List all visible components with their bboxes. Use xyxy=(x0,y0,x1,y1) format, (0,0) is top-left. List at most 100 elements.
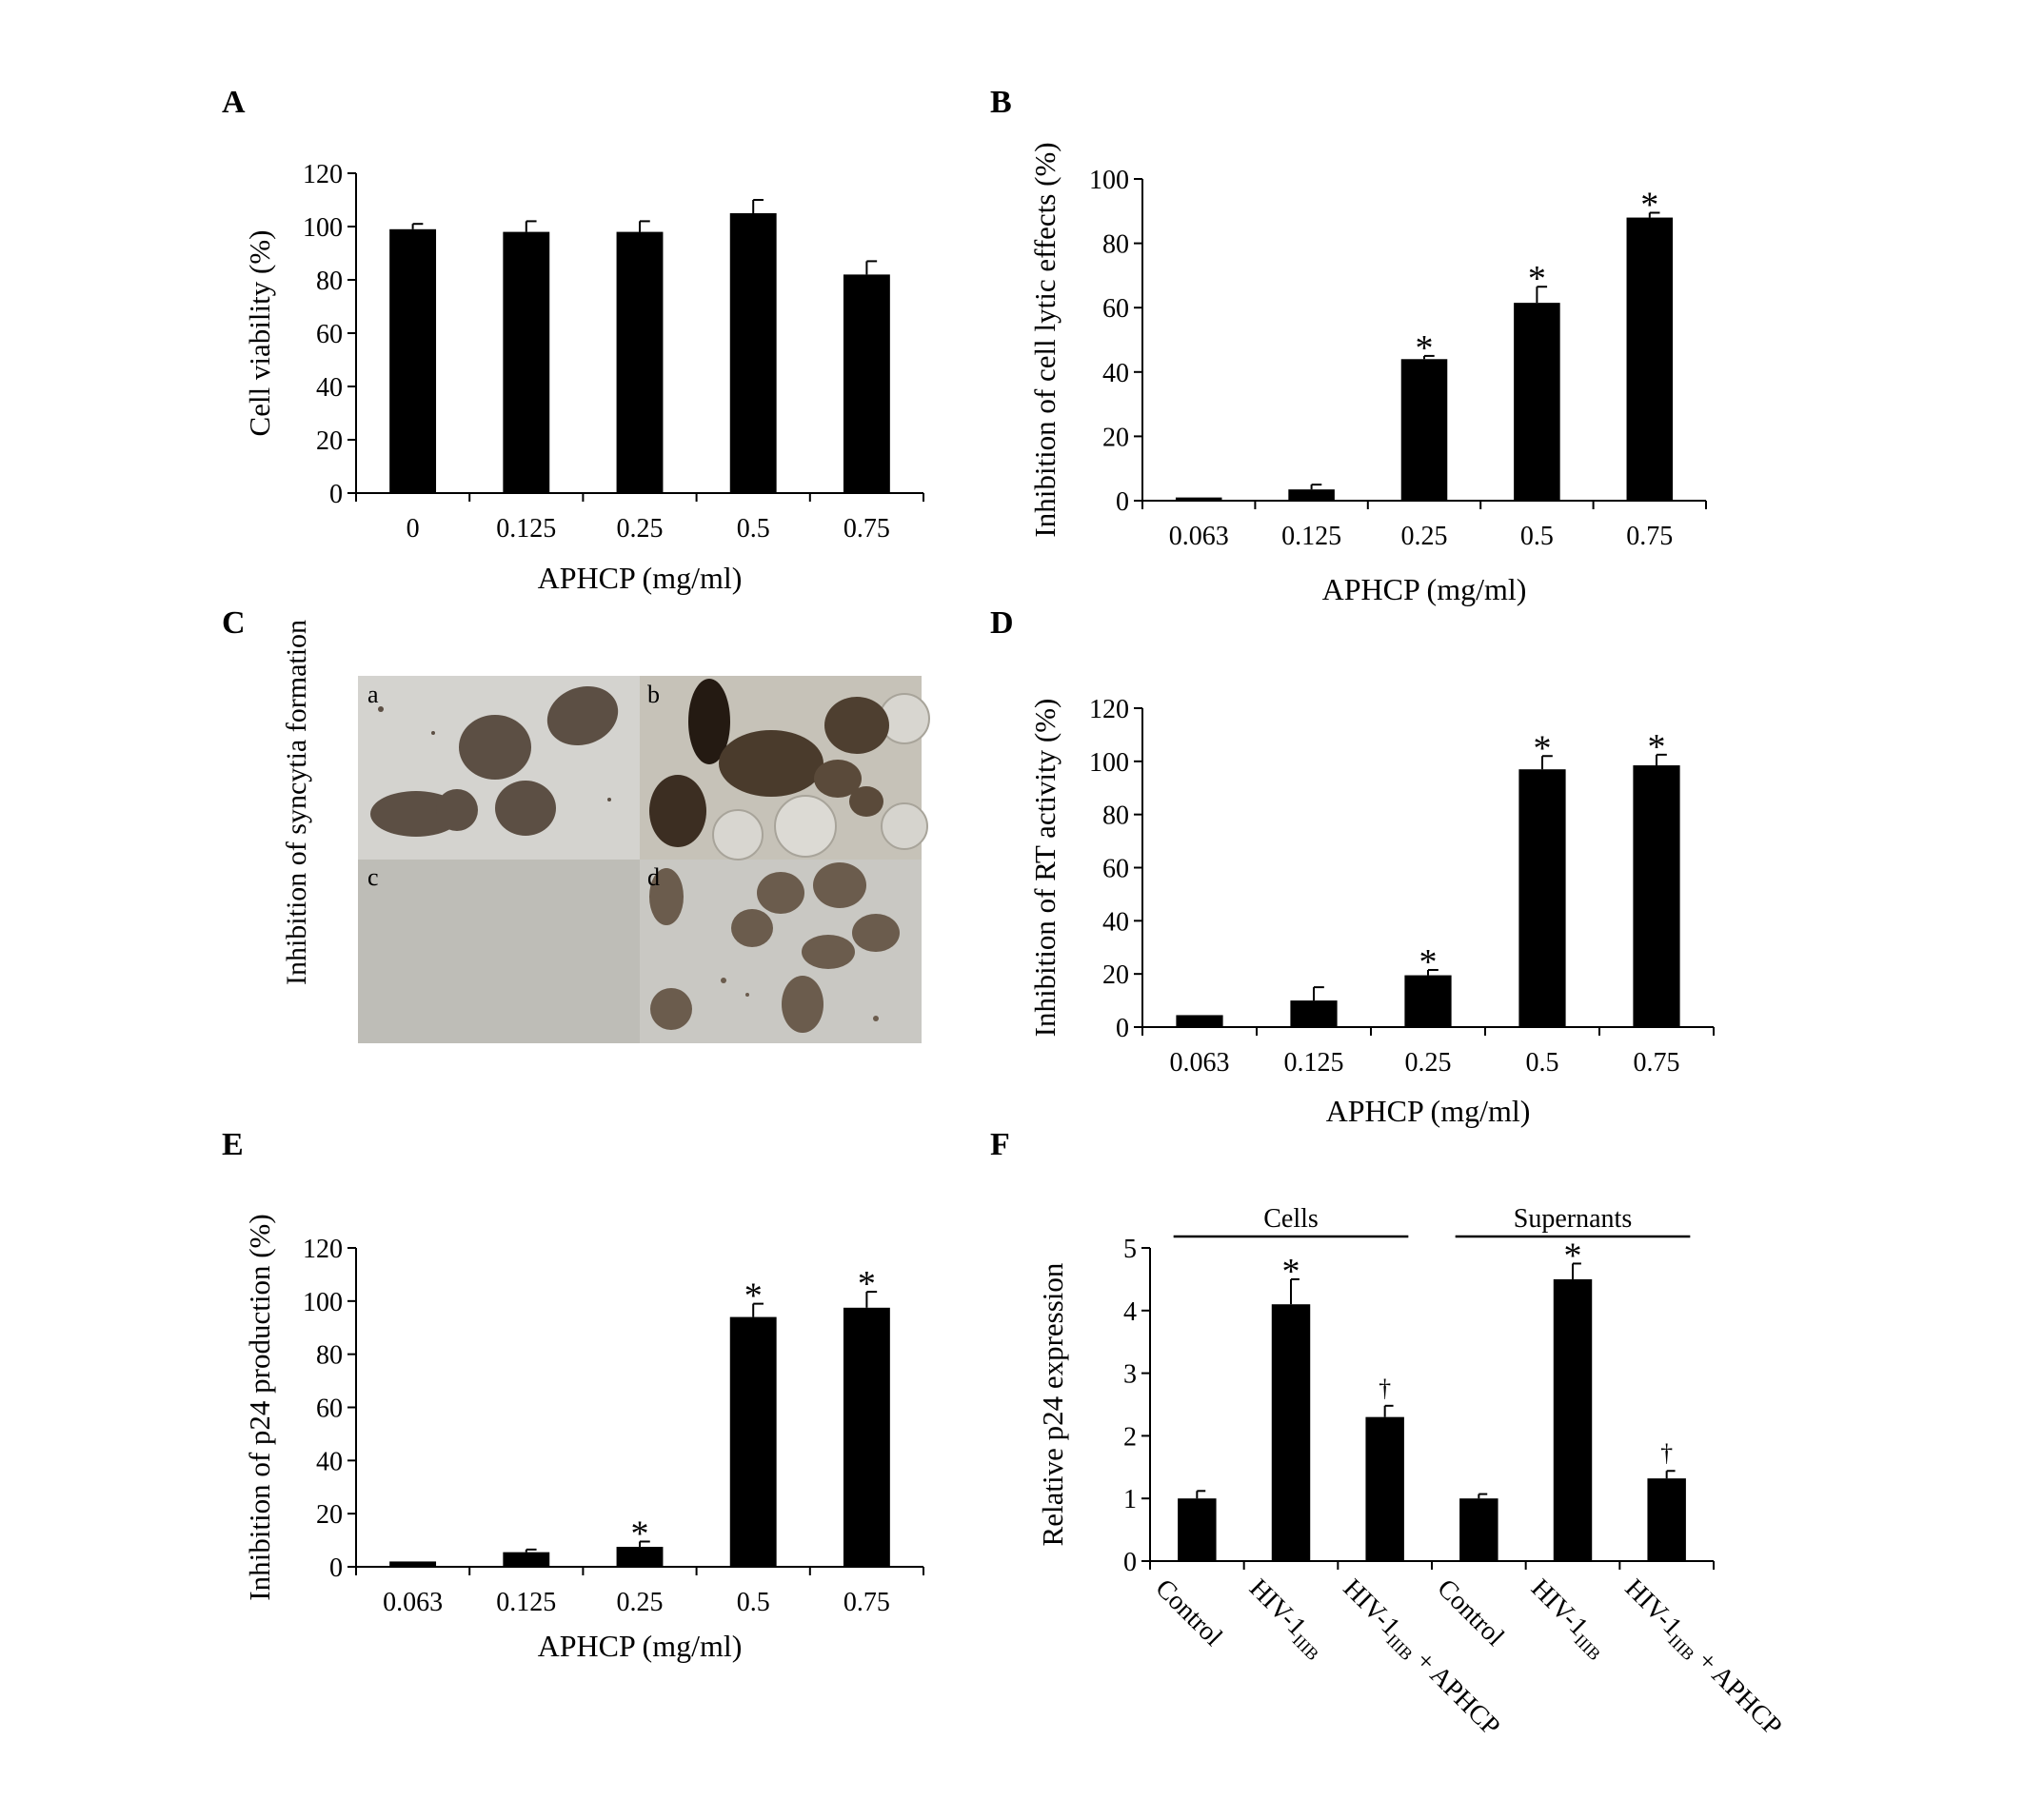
micrograph-d-label: d xyxy=(647,863,660,891)
chart-f-bar xyxy=(1459,1498,1498,1561)
micrograph-panel: Inhibition of syncytia formation xyxy=(281,620,930,1043)
chart-b-significance-marker: * xyxy=(1528,259,1546,299)
chart-f-significance-marker: * xyxy=(1564,1236,1582,1276)
chart-f-significance-marker: * xyxy=(1282,1252,1300,1292)
chart-b-y-tick-label: 60 xyxy=(1102,294,1129,324)
chart-a-x-tick-label: 0.125 xyxy=(496,514,556,544)
chart-f-x-tick-label: Control xyxy=(1149,1573,1228,1652)
micrograph-a-clusters xyxy=(370,685,619,837)
chart-e-significance-marker: * xyxy=(858,1264,876,1304)
micrograph-c-label: c xyxy=(367,863,379,891)
panel-letter-d: D xyxy=(990,605,1014,641)
chart-a-bar xyxy=(616,231,664,493)
panel-letter-b: B xyxy=(990,85,1012,120)
chart-d-y-tick-label: 40 xyxy=(1102,907,1129,937)
chart-d-x-tick-label: 0.063 xyxy=(1170,1048,1230,1078)
chart-d-significance-marker: * xyxy=(1648,727,1666,767)
micrograph-b-syncytia xyxy=(649,679,930,861)
chart-f-x-tick-label: HIV-1IIIB + APHCP xyxy=(1336,1573,1506,1744)
chart-e-significance-marker: * xyxy=(631,1513,649,1553)
chart-f-group-label: Supernants xyxy=(1514,1204,1632,1234)
chart-a-x-tick-label: 0.75 xyxy=(843,514,890,544)
chart-a-y-tick-label: 120 xyxy=(303,160,343,189)
chart-b-y-tick-label: 80 xyxy=(1102,230,1129,260)
chart-e-bar xyxy=(503,1552,550,1567)
chart-d-y-tick-label: 120 xyxy=(1089,695,1129,724)
chart-e-x-tick-label: 0.25 xyxy=(617,1588,664,1617)
chart-e-x-axis-label: APHCP (mg/ml) xyxy=(538,1629,743,1663)
chart-e-y-tick-label: 60 xyxy=(316,1395,343,1424)
chart-d-x-axis-label: APHCP (mg/ml) xyxy=(1326,1094,1531,1128)
chart-a-y-tick-label: 0 xyxy=(329,480,343,509)
chart-d-y-tick-label: 100 xyxy=(1089,748,1129,778)
chart-a-y-tick-label: 60 xyxy=(316,320,343,349)
micrograph-ylabel: Inhibition of syncytia formation xyxy=(281,620,312,985)
chart-b-y-tick-label: 0 xyxy=(1116,487,1129,517)
chart-b-x-axis-label: APHCP (mg/ml) xyxy=(1322,572,1527,606)
panel-letter-f: F xyxy=(990,1127,1010,1162)
chart-f-y-tick-label: 5 xyxy=(1123,1235,1137,1264)
chart-f-significance-marker: † xyxy=(1379,1375,1391,1402)
chart-f-y-tick-label: 4 xyxy=(1123,1297,1137,1327)
chart-f-x-tick-label: HIV-1IIIB + APHCP xyxy=(1617,1573,1788,1744)
x-tick-label-part: + APHCP xyxy=(1687,1641,1788,1742)
chart-d-x-tick-label: 0.5 xyxy=(1526,1048,1559,1078)
chart-d-significance-marker: * xyxy=(1419,942,1438,982)
panel-letter-a: A xyxy=(222,85,246,120)
chart-b-x-tick-label: 0.75 xyxy=(1626,522,1673,551)
chart-f-significance-marker: † xyxy=(1660,1439,1673,1467)
chart-e-y-tick-label: 100 xyxy=(303,1288,343,1317)
chart-e-y-tick-label: 80 xyxy=(316,1341,343,1371)
chart-f-bar xyxy=(1647,1478,1686,1561)
chart-a-y-tick-label: 20 xyxy=(316,426,343,456)
chart-b-y-axis-label: Inhibition of cell lytic effects (%) xyxy=(1028,142,1062,537)
chart-a-y-tick-label: 100 xyxy=(303,213,343,243)
chart-e-y-tick-label: 20 xyxy=(316,1500,343,1530)
chart-f-y-tick-label: 0 xyxy=(1123,1548,1137,1577)
chart-e-x-tick-label: 0.063 xyxy=(383,1588,443,1617)
chart-f-x-tick-label: HIV-1IIIB xyxy=(1241,1573,1332,1664)
chart-d-y-axis-label: Inhibition of RT activity (%) xyxy=(1028,699,1062,1038)
chart-e-y-tick-label: 120 xyxy=(303,1235,343,1264)
chart-b-significance-marker: * xyxy=(1416,328,1434,368)
chart-b-bar xyxy=(1626,217,1674,501)
chart-f-bar xyxy=(1271,1304,1311,1561)
panel-letter-e: E xyxy=(222,1127,244,1162)
chart-f-x-tick-label: Control xyxy=(1431,1573,1510,1652)
chart-panel-e: 0 20 40 60 80 100 120 * * * 0.063 0.125 0.25 0.5 0.75 A… xyxy=(243,1214,924,1663)
chart-panel-b: 0 20 40 60 80 100 * * * 0.063 0.125 0.25 0.5 0.75 APHC… xyxy=(1028,142,1707,606)
chart-b-bar xyxy=(1514,303,1560,501)
chart-e-x-tick-label: 0.5 xyxy=(737,1588,770,1617)
chart-a-y-tick-label: 40 xyxy=(316,373,343,403)
chart-d-bar xyxy=(1176,1015,1223,1027)
chart-b-bar xyxy=(1175,497,1222,501)
chart-e-x-tick-label: 0.75 xyxy=(843,1588,890,1617)
chart-a-bar xyxy=(503,231,550,493)
chart-f-bar xyxy=(1365,1416,1404,1561)
chart-panel-d: 0 20 40 60 80 100 120 * * * 0.063 0.125 0.25 0.5 0.75 A… xyxy=(1028,695,1715,1128)
chart-e-bar xyxy=(843,1307,890,1567)
chart-e-y-axis-label: Inhibition of p24 production (%) xyxy=(243,1214,276,1600)
chart-a-bar xyxy=(843,274,890,493)
chart-d-y-tick-label: 80 xyxy=(1102,801,1129,831)
chart-d-bar xyxy=(1404,975,1452,1027)
chart-e-bar xyxy=(389,1561,437,1567)
chart-a-y-axis-label: Cell viability (%) xyxy=(243,230,276,437)
chart-f-y-tick-label: 2 xyxy=(1123,1422,1137,1452)
micrograph-d-clusters xyxy=(649,862,900,1033)
chart-d-x-tick-label: 0.25 xyxy=(1405,1048,1452,1078)
chart-f-x-tick-label: HIV-1IIIB xyxy=(1523,1573,1614,1664)
micrograph-a-label: a xyxy=(367,681,379,708)
chart-d-bar xyxy=(1633,765,1680,1027)
chart-a-bar xyxy=(389,228,437,494)
chart-d-x-tick-label: 0.125 xyxy=(1284,1048,1344,1078)
micrograph-b-label: b xyxy=(647,681,660,708)
chart-d-significance-marker: * xyxy=(1534,728,1552,768)
chart-f-bar xyxy=(1553,1278,1593,1561)
chart-d-x-tick-label: 0.75 xyxy=(1634,1048,1680,1078)
chart-b-x-tick-label: 0.25 xyxy=(1401,522,1448,551)
chart-a-bar xyxy=(729,213,777,493)
chart-d-bar xyxy=(1290,1000,1338,1027)
